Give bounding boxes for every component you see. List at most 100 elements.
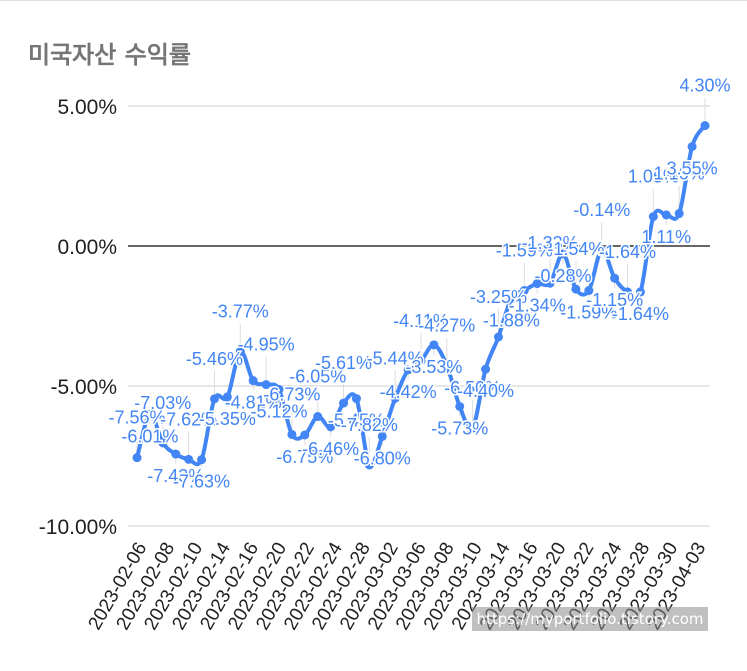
- watermark: https://myportfolio.tistory.com: [472, 607, 708, 631]
- data-point: [209, 394, 219, 404]
- data-point: [145, 409, 155, 419]
- data-label: -6.80%: [354, 448, 411, 468]
- data-point: [635, 287, 645, 297]
- data-label: -7.03%: [134, 393, 191, 413]
- data-point: [532, 279, 542, 289]
- data-label: -0.14%: [573, 200, 630, 220]
- data-label: -7.43%: [147, 466, 204, 486]
- data-label: -0.28%: [534, 266, 591, 286]
- data-point: [648, 212, 658, 222]
- data-point: [493, 332, 503, 342]
- data-point: [506, 294, 516, 304]
- grid-layer: [128, 105, 710, 527]
- data-point: [468, 423, 478, 433]
- data-label: -7.62%: [160, 409, 217, 429]
- data-label: -6.75%: [276, 447, 333, 467]
- data-point: [687, 142, 697, 152]
- data-label: -6.46%: [302, 439, 359, 459]
- data-point: [274, 384, 284, 394]
- data-points-layer: [132, 121, 710, 470]
- data-label: -5.46%: [186, 349, 243, 369]
- data-point: [623, 287, 633, 297]
- data-point: [300, 430, 310, 440]
- data-point: [132, 453, 142, 463]
- data-point: [351, 394, 361, 404]
- data-point: [545, 278, 555, 288]
- data-point: [184, 454, 194, 464]
- data-point: [700, 121, 710, 131]
- data-label: -5.44%: [367, 348, 424, 368]
- data-label: -1.59%: [496, 241, 553, 261]
- data-label: -7.56%: [108, 408, 165, 428]
- data-label: 3.55%: [667, 159, 718, 179]
- data-label: -5.61%: [315, 353, 372, 373]
- data-point: [661, 210, 671, 220]
- data-point: [674, 209, 684, 219]
- data-point: [610, 273, 620, 283]
- y-axis-tick-labels: 5.00% 0.00% -5.00% -10.00%: [39, 96, 117, 539]
- data-label: -5.12%: [250, 401, 307, 421]
- data-point: [248, 376, 258, 386]
- data-label: -6.01%: [121, 426, 178, 446]
- data-point: [287, 429, 297, 439]
- data-label: -1.54%: [547, 239, 604, 259]
- data-point: [235, 347, 245, 357]
- data-label: -4.81%: [225, 393, 282, 413]
- data-label: -5.35%: [199, 409, 256, 429]
- label-connectors: [136, 97, 706, 470]
- data-point: [261, 380, 271, 390]
- data-point: [364, 460, 374, 470]
- data-label: 1.05%: [628, 167, 679, 187]
- data-label: -1.34%: [509, 296, 566, 316]
- data-label: -4.42%: [380, 382, 437, 402]
- data-point: [377, 431, 387, 441]
- data-point: [197, 455, 207, 465]
- data-label: -5.73%: [431, 418, 488, 438]
- data-point: [429, 340, 439, 350]
- data-label: -1.64%: [612, 304, 669, 324]
- data-point: [558, 249, 568, 259]
- data-point: [326, 422, 336, 432]
- y-tick-label: -10.00%: [39, 516, 117, 539]
- data-label: -3.53%: [405, 357, 462, 377]
- y-tick-label: -5.00%: [50, 376, 117, 399]
- data-label: -1.15%: [586, 290, 643, 310]
- data-label: -7.82%: [341, 415, 398, 435]
- data-label: -3.77%: [212, 302, 269, 322]
- data-point: [519, 286, 529, 296]
- data-labels-layer: -7.56%-6.01% -7.03% -7.43% -7.62% -7.63% -5.4…: [107, 74, 732, 493]
- data-point: [442, 361, 452, 371]
- data-point: [584, 286, 594, 296]
- data-point: [222, 392, 232, 402]
- data-label: -6.05%: [289, 367, 346, 387]
- data-label: -1.64%: [599, 242, 656, 262]
- data-label: -4.40%: [457, 381, 514, 401]
- data-point: [390, 393, 400, 403]
- data-label: -4.11%: [393, 311, 449, 331]
- y-tick-label: 5.00%: [57, 96, 117, 119]
- data-label: -4.95%: [238, 335, 295, 355]
- data-point: [158, 438, 168, 448]
- data-label: -1.88%: [483, 311, 540, 331]
- y-tick-label: 0.00%: [57, 236, 117, 259]
- data-point: [455, 401, 465, 411]
- data-label: -6.50%: [444, 378, 501, 398]
- data-label: -1.33%: [522, 233, 579, 253]
- data-point: [481, 364, 491, 374]
- data-label: 1.11%: [641, 227, 691, 247]
- data-label: -7.63%: [173, 472, 230, 492]
- data-point: [339, 398, 349, 408]
- data-point: [313, 412, 323, 422]
- data-label: -5.45%: [328, 411, 385, 431]
- data-point: [403, 365, 413, 375]
- data-point: [597, 245, 607, 255]
- data-label: -3.25%: [470, 287, 527, 307]
- data-label: 4.30%: [679, 76, 730, 96]
- data-label: -4.27%: [418, 316, 475, 336]
- data-point: [416, 356, 426, 366]
- data-label: 1.16%: [654, 164, 705, 184]
- data-label: -1.59%: [560, 303, 617, 323]
- chart-title: 미국자산 수익률: [28, 41, 191, 69]
